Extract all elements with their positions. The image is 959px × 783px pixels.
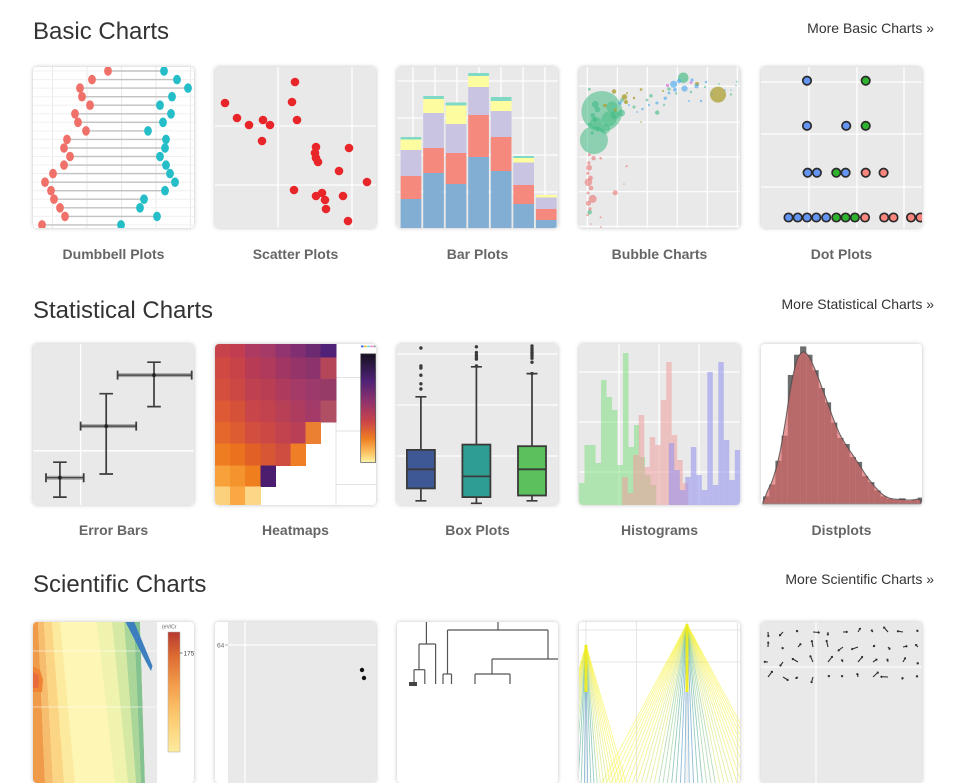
svg-text:175: 175 [184, 651, 195, 658]
svg-text:64: 64 [217, 643, 225, 650]
svg-text:(eV/Cr: (eV/Cr [162, 625, 177, 631]
